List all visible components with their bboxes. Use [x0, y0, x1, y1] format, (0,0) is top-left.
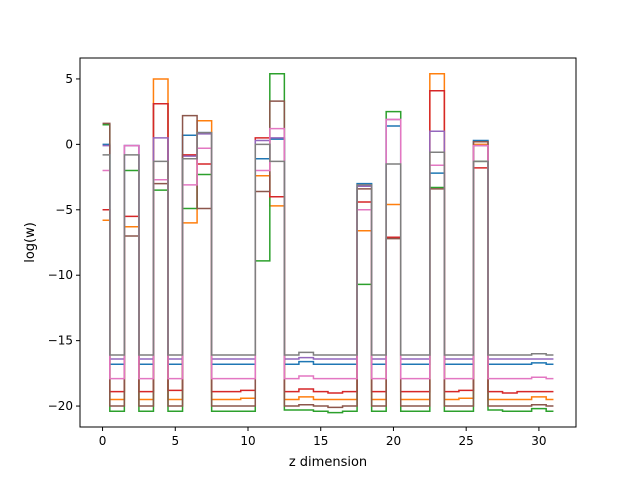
x-tick-label: 30 [531, 434, 546, 448]
x-axis-label: z dimension [289, 455, 367, 470]
series-line-2 [102, 72, 554, 414]
series-layer [102, 72, 554, 414]
y-axis-label: log(w) [23, 222, 38, 263]
series-line-6 [102, 118, 554, 380]
y-tick-label: −15 [48, 334, 73, 348]
series-line-0 [102, 103, 554, 365]
series-line-5 [102, 100, 554, 409]
y-tick-label: −5 [55, 203, 73, 217]
series-line-1 [102, 72, 554, 401]
y-tick-label: −10 [48, 268, 73, 282]
series-line-7 [102, 131, 554, 356]
x-tick-label: 20 [386, 434, 401, 448]
x-tick-label: 15 [313, 434, 328, 448]
x-tick-label: 10 [240, 434, 255, 448]
x-tick-label: 25 [459, 434, 474, 448]
series-line-4 [102, 118, 554, 360]
x-tick-label: 0 [99, 434, 107, 448]
axes-frame [79, 57, 577, 428]
ticks-layer: 0 5 10 15 20 25 30 5 0 −5 −10 −15 −20 [48, 72, 547, 448]
y-tick-label: −20 [48, 399, 73, 413]
series-line-3 [102, 89, 554, 394]
y-tick-label: 5 [65, 72, 73, 86]
x-tick-label: 5 [171, 434, 179, 448]
y-tick-label: 0 [65, 137, 73, 151]
